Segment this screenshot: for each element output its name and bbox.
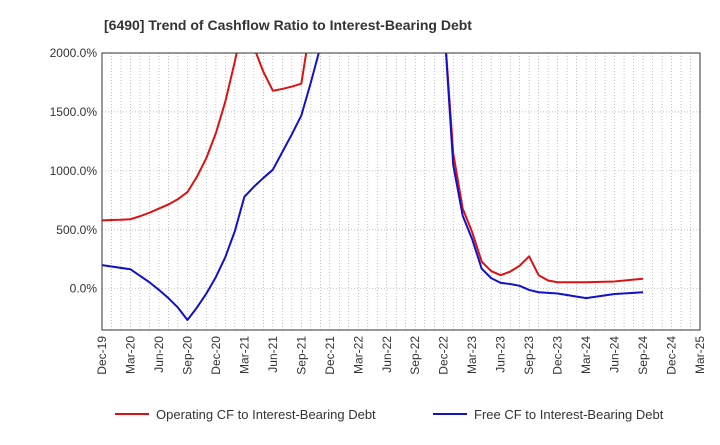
x-tick-labels: Dec-19 Mar-20 Jun-20 Sep-20 Dec-20 Mar-21 Jun-…: [95, 336, 707, 375]
y-tick-label: 1500.0%: [50, 105, 98, 119]
x-tick-label: Mar-24: [579, 336, 593, 374]
x-tick-label: Dec-19: [95, 336, 109, 375]
x-tick-label: Mar-22: [351, 336, 365, 374]
y-tick-label: 2000.0%: [50, 46, 98, 60]
x-tick-label: Mar-21: [237, 336, 251, 374]
y-tick-label: 500.0%: [56, 223, 97, 237]
series-line-free-cf: [102, 53, 644, 321]
legend-label: Free CF to Interest-Bearing Debt: [474, 407, 664, 422]
x-tick-label: Jun-21: [266, 336, 280, 373]
x-tick-label: Sep-23: [522, 336, 536, 375]
x-tick-label: Jun-20: [152, 336, 166, 373]
y-tick-labels: 0.0% 500.0% 1000.0% 1500.0% 2000.0%: [50, 46, 98, 296]
x-tick-label: Mar-25: [693, 336, 707, 374]
x-tick-label: Jun-22: [380, 336, 394, 373]
x-tick-label: Dec-21: [323, 336, 337, 375]
y-tick-label: 0.0%: [70, 282, 98, 296]
x-tick-label: Sep-20: [180, 336, 194, 375]
x-tick-label: Sep-22: [408, 336, 422, 375]
y-tick-label: 1000.0%: [50, 164, 98, 178]
x-tick-label: Jun-23: [494, 336, 508, 373]
x-tick-label: Mar-20: [123, 336, 137, 374]
x-tick-label: Dec-24: [665, 336, 679, 375]
x-tick-label: Jun-24: [608, 336, 622, 373]
chart-title: [6490] Trend of Cashflow Ratio to Intere…: [104, 17, 472, 33]
legend: Operating CF to Interest-Bearing Debt Fre…: [115, 407, 664, 422]
plot-frame: [101, 52, 701, 331]
x-tick-label: Sep-21: [294, 336, 308, 375]
series-line-operating-cf: [102, 53, 644, 284]
grid-lines: [102, 52, 700, 330]
x-tick-label: Dec-20: [209, 336, 223, 375]
legend-label: Operating CF to Interest-Bearing Debt: [156, 407, 376, 422]
x-tick-label: Dec-23: [551, 336, 565, 375]
x-tick-label: Sep-24: [636, 336, 650, 375]
series-layer: [102, 53, 644, 321]
x-tick-label: Dec-22: [437, 336, 451, 375]
x-tick-label: Mar-23: [465, 336, 479, 374]
